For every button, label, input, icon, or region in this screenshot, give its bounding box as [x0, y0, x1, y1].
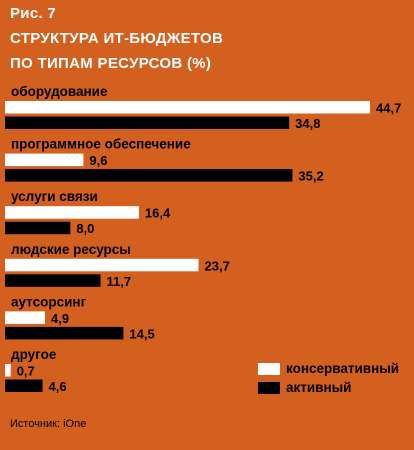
- value-label-conservative: 4,9: [51, 311, 69, 326]
- chart-title-line-1: СТРУКТУРА ИТ-БЮДЖЕТОВ: [10, 30, 224, 47]
- legend-label-active: активный: [286, 380, 352, 395]
- legend-item-active: активный: [258, 378, 399, 397]
- value-label-conservative: 0,7: [17, 364, 35, 379]
- value-label-conservative: 16,4: [145, 206, 171, 221]
- bar-active: [5, 116, 290, 129]
- bar-active: [5, 326, 124, 340]
- bar-active: [5, 379, 43, 392]
- bar-conservative: [5, 206, 139, 219]
- bar-conservative: [5, 153, 84, 167]
- category-label: другое: [11, 347, 57, 362]
- bar-conservative: [5, 101, 370, 114]
- bar-conservative: [5, 364, 11, 377]
- value-label-active: 35,2: [298, 169, 323, 184]
- category-label: услуги связи: [11, 189, 98, 204]
- bar-conservative: [5, 311, 46, 324]
- value-label-conservative: 9,6: [89, 153, 107, 168]
- figure-label: Рис. 7: [10, 5, 57, 22]
- value-label-active: 34,8: [295, 116, 320, 131]
- value-label-active: 14,5: [129, 326, 154, 341]
- category-label: оборудование: [11, 84, 108, 99]
- value-label-active: 4,6: [49, 379, 67, 394]
- category-label: аутсорсинг: [11, 294, 87, 309]
- value-label-active: 8,0: [76, 221, 94, 236]
- chart-legend: консервативный активный: [258, 359, 399, 397]
- legend-item-conservative: консервативный: [258, 359, 399, 378]
- value-label-conservative: 44,7: [376, 101, 401, 116]
- bar-conservative: [5, 258, 199, 272]
- chart-title-line-2: ПО ТИПАМ РЕСУРСОВ (%): [10, 55, 212, 72]
- legend-swatch-conservative: [258, 362, 280, 375]
- category-label: программное обеспечение: [11, 137, 191, 152]
- source-note: Источник: iOne: [10, 418, 87, 430]
- value-label-active: 11,7: [107, 274, 132, 289]
- bar-active: [5, 169, 293, 182]
- value-label-conservative: 23,7: [205, 258, 230, 273]
- bar-active: [5, 221, 71, 235]
- category-label: людские ресурсы: [11, 242, 131, 257]
- legend-swatch-active: [258, 381, 280, 394]
- legend-label-conservative: консервативный: [286, 361, 400, 376]
- bar-active: [5, 274, 101, 287]
